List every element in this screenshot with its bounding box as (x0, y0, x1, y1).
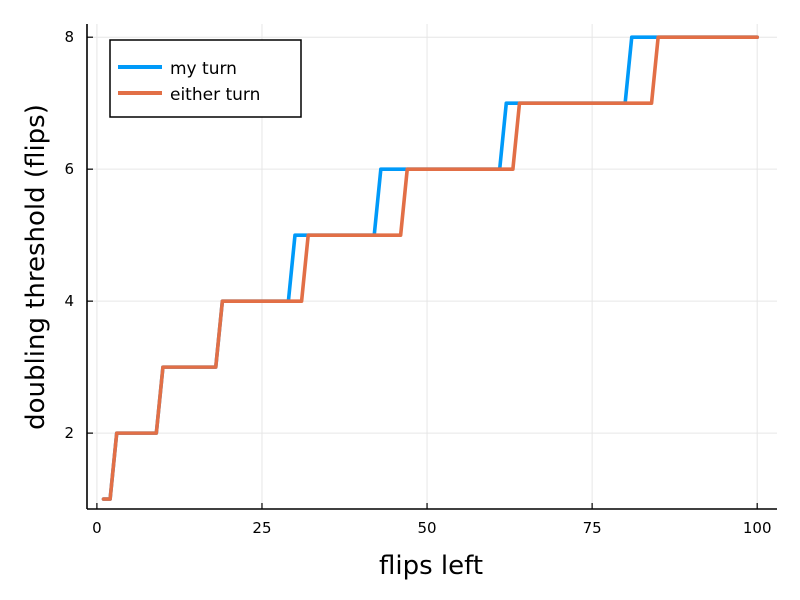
y-axis-title: doubling threshold (flips) (21, 104, 51, 430)
x-tick-label: 50 (418, 519, 437, 537)
y-tick-label: 4 (64, 292, 74, 310)
x-tick-label: 25 (252, 519, 271, 537)
legend-label-my-turn: my turn (170, 59, 237, 79)
series-line-either-turn (101, 35, 759, 501)
x-tick-label: 100 (743, 519, 772, 537)
y-tick-label: 6 (64, 160, 74, 178)
tick-labels: 0 25 50 75 100 2 4 6 8 (64, 28, 771, 537)
x-tick-label: 0 (92, 519, 102, 537)
legend: my turn either turn (109, 39, 302, 118)
legend-label-either-turn: either turn (170, 85, 260, 105)
axes (86, 24, 777, 510)
legend-box (109, 39, 302, 118)
x-axis-title: flips left (379, 551, 483, 581)
x-tick-label: 75 (583, 519, 602, 537)
y-tick-label: 8 (64, 28, 74, 46)
series-layer (101, 35, 759, 501)
y-tick-label: 2 (64, 424, 74, 442)
